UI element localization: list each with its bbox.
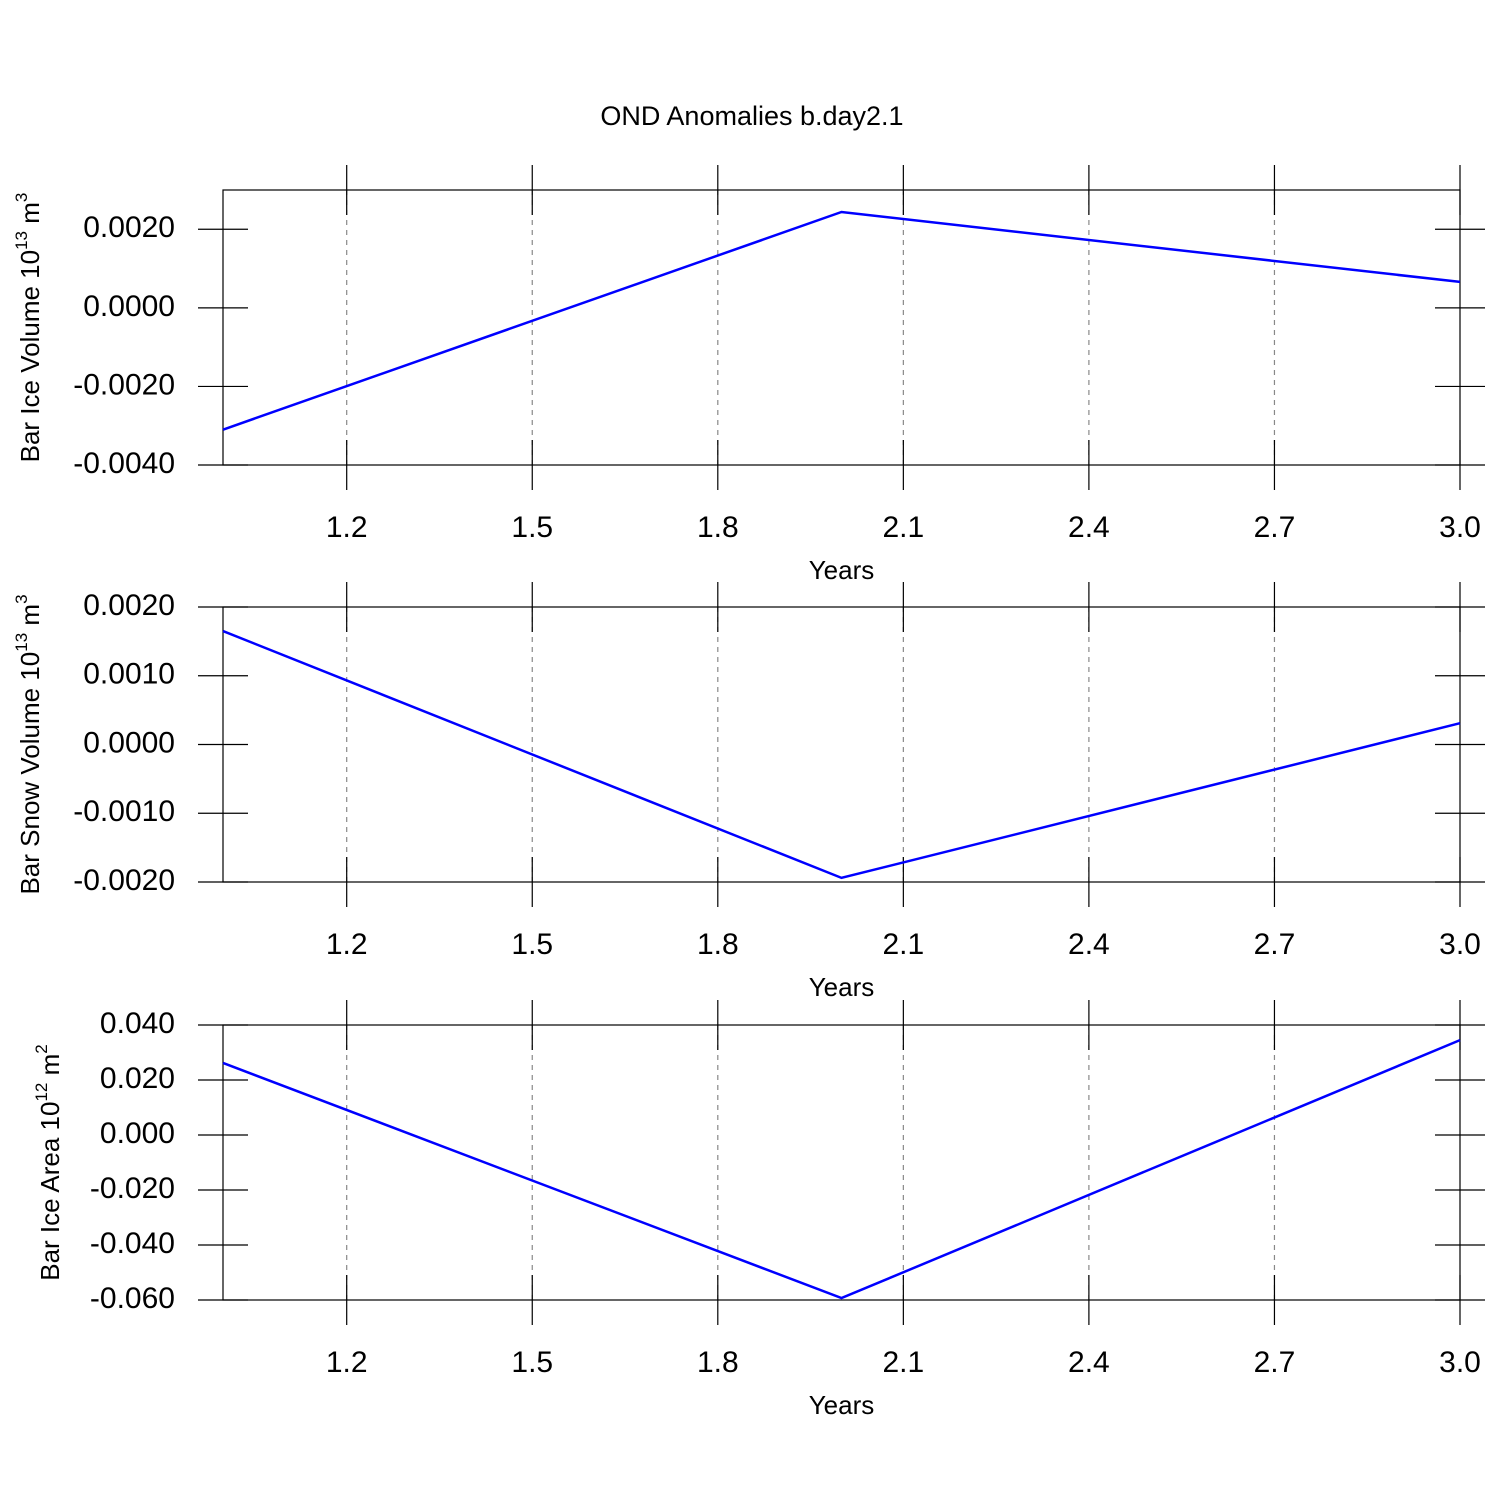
x-axis-label: Years bbox=[809, 1390, 875, 1420]
x-tick-label: 2.1 bbox=[882, 511, 924, 544]
x-tick-label: 3.0 bbox=[1439, 928, 1481, 961]
x-tick-label: 2.7 bbox=[1254, 511, 1296, 544]
y-axis-label-superscript: 2 bbox=[32, 1044, 51, 1053]
y-axis-label-superscript: 13 bbox=[12, 231, 31, 250]
y-tick-label: 0.040 bbox=[100, 1007, 175, 1040]
x-tick-label: 2.4 bbox=[1068, 928, 1110, 961]
y-axis-label-superscript: 13 bbox=[12, 633, 31, 652]
y-axis-label: Bar Ice Area 1012 m2 bbox=[32, 1044, 65, 1281]
x-tick-label: 2.7 bbox=[1254, 1346, 1296, 1379]
plot-frame bbox=[222, 189, 1461, 466]
y-tick-label: 0.0000 bbox=[83, 290, 175, 323]
x-tick-label: 2.1 bbox=[882, 1346, 924, 1379]
x-tick-label: 3.0 bbox=[1439, 1346, 1481, 1379]
y-tick-label: -0.0040 bbox=[73, 447, 175, 480]
y-axis-label-part: Bar Snow Volume 10 bbox=[15, 652, 45, 895]
x-tick-label: 2.7 bbox=[1254, 928, 1296, 961]
plot-frame bbox=[222, 1024, 1461, 1301]
y-tick-label: -0.0010 bbox=[73, 795, 175, 828]
x-tick-label: 2.1 bbox=[882, 928, 924, 961]
y-tick-label: -0.040 bbox=[90, 1227, 175, 1260]
y-axis-label-part: m bbox=[35, 1054, 65, 1083]
x-tick-label: 3.0 bbox=[1439, 511, 1481, 544]
y-tick-label: 0.000 bbox=[100, 1117, 175, 1150]
x-tick-label: 2.4 bbox=[1068, 511, 1110, 544]
data-line bbox=[222, 1038, 1461, 1300]
y-axis-label-part: m bbox=[15, 604, 45, 633]
x-tick-label: 1.5 bbox=[511, 511, 553, 544]
y-tick-label: -0.0020 bbox=[73, 368, 175, 401]
chart-title: OND Anomalies b.day2.1 bbox=[600, 101, 903, 131]
y-tick-label: 0.0010 bbox=[83, 658, 175, 691]
y-tick-label: 0.0020 bbox=[83, 211, 175, 244]
data-line bbox=[222, 629, 1461, 880]
x-tick-label: 1.8 bbox=[697, 928, 739, 961]
y-axis-label-part: Bar Ice Volume 10 bbox=[15, 250, 45, 462]
x-axis-label: Years bbox=[809, 972, 875, 1002]
x-tick-label: 1.5 bbox=[511, 1346, 553, 1379]
y-axis-label: Bar Ice Volume 1013 m3 bbox=[12, 193, 45, 463]
data-line bbox=[222, 210, 1461, 431]
y-axis-label-superscript: 3 bbox=[12, 594, 31, 603]
x-tick-label: 1.2 bbox=[326, 511, 368, 544]
y-axis-label-part: Bar Ice Area 10 bbox=[35, 1102, 65, 1281]
y-axis-label-superscript: 3 bbox=[12, 193, 31, 202]
y-axis-label-superscript: 12 bbox=[32, 1083, 51, 1102]
y-tick-label: 0.0000 bbox=[83, 726, 175, 759]
x-axis-label: Years bbox=[809, 555, 875, 585]
x-tick-label: 1.8 bbox=[697, 511, 739, 544]
y-tick-label: -0.020 bbox=[90, 1172, 175, 1205]
x-tick-label: 2.4 bbox=[1068, 1346, 1110, 1379]
x-tick-label: 1.8 bbox=[697, 1346, 739, 1379]
plot-frame bbox=[222, 606, 1461, 883]
y-axis-label-part: m bbox=[15, 202, 45, 231]
y-tick-label: 0.0020 bbox=[83, 589, 175, 622]
y-tick-label: -0.0020 bbox=[73, 864, 175, 897]
y-tick-label: -0.060 bbox=[90, 1282, 175, 1315]
y-axis-label: Bar Snow Volume 1013 m3 bbox=[12, 594, 45, 894]
x-tick-label: 1.5 bbox=[511, 928, 553, 961]
y-tick-label: 0.020 bbox=[100, 1062, 175, 1095]
x-tick-label: 1.2 bbox=[326, 928, 368, 961]
x-tick-label: 1.2 bbox=[326, 1346, 368, 1379]
